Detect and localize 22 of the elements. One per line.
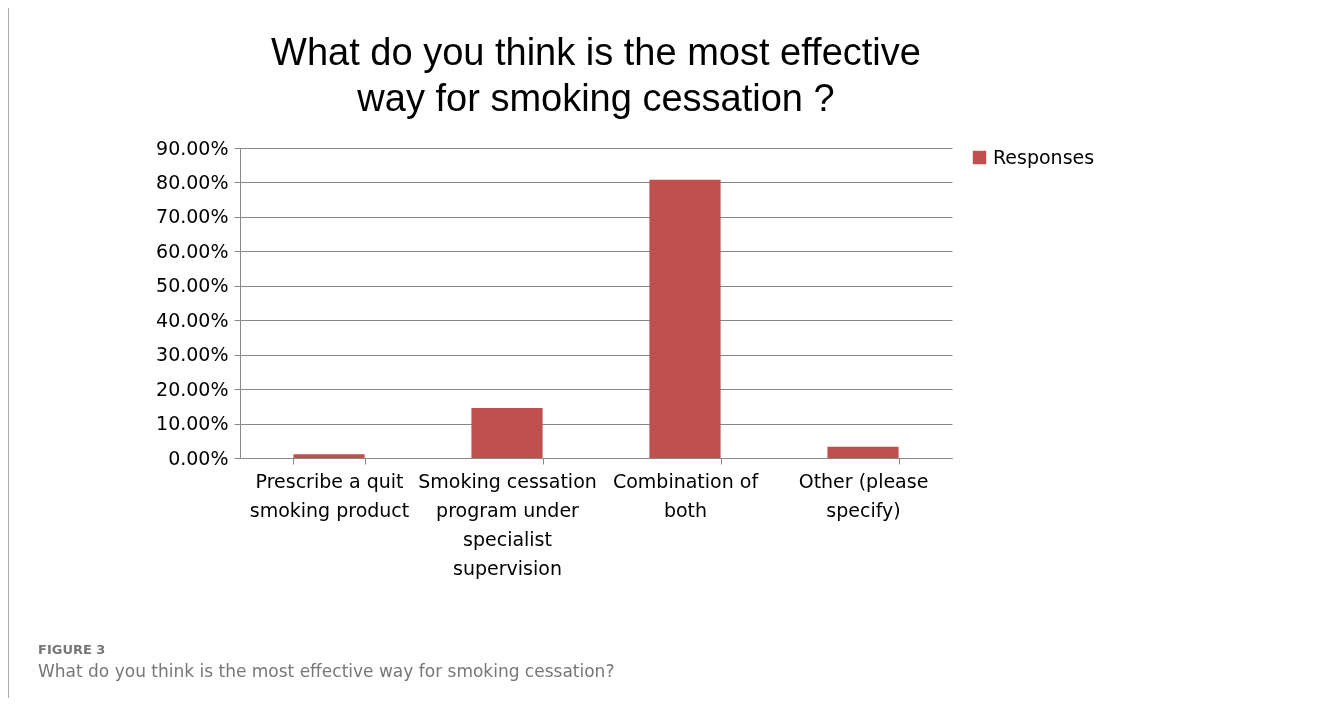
y-tick-label: 70.00% (156, 205, 229, 228)
y-tick-label: 0.00% (168, 446, 229, 469)
y-tick-label: 40.00% (156, 308, 229, 331)
y-tick-label: 80.00% (156, 170, 229, 193)
y-tick-label: 90.00% (156, 136, 229, 159)
x-tick-label: Combination of both (612, 469, 760, 521)
x-tick-label: Other (please specify) (798, 469, 929, 521)
chart-title: What do you think is the most effective way for smoking cessation ? (271, 31, 921, 119)
x-tick-label: Smoking cessation program under specialist supervision (418, 469, 597, 579)
caption: FIGURE 3 (38, 642, 107, 657)
y-tick-label: 30.00% (156, 343, 229, 366)
y-tick-label: 60.00% (156, 239, 229, 262)
bar (471, 408, 543, 458)
bar (827, 446, 899, 458)
bar (293, 454, 365, 458)
y-tick-label: 10.00% (156, 412, 229, 435)
text: What do you think is the most effective way for smoking cessation? (38, 661, 615, 681)
y-tick-label: 50.00% (156, 274, 229, 297)
x-tick-label: Prescribe a quit smoking product (249, 469, 410, 521)
bar (649, 179, 721, 458)
legend-label: Responses (993, 145, 1095, 168)
y-tick-label: 20.00% (156, 377, 229, 400)
